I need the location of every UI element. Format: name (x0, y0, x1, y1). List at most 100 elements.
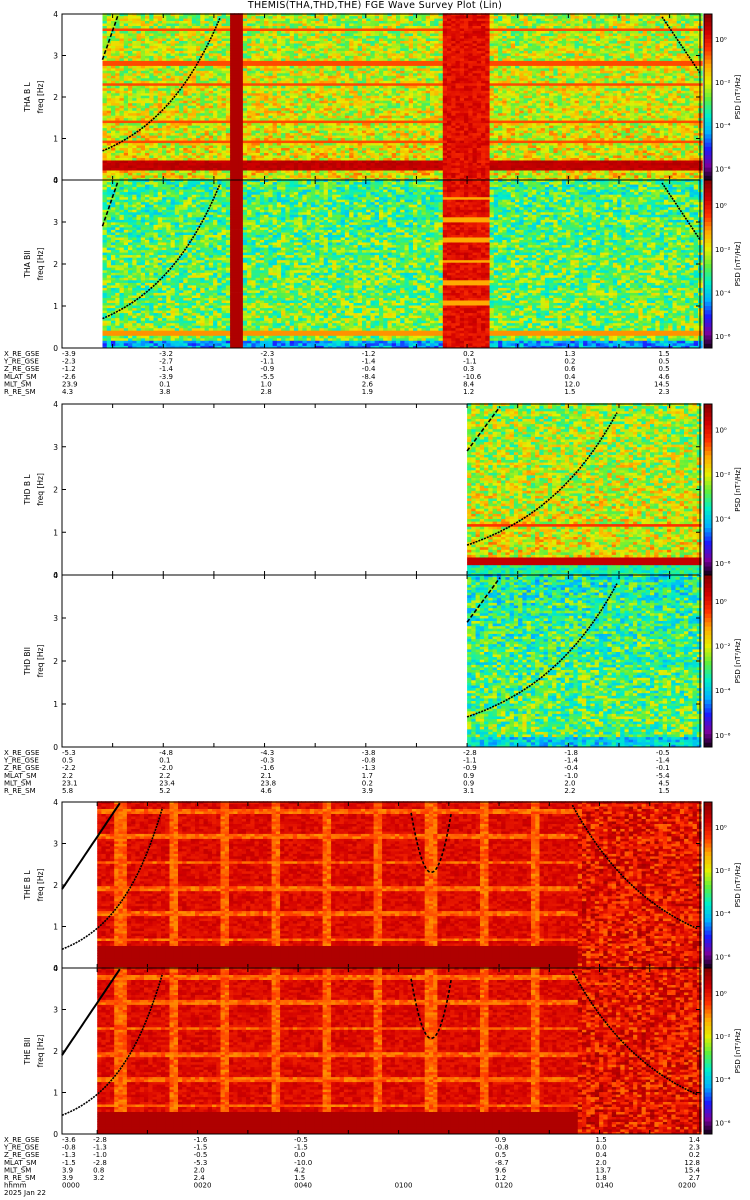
spectrogram-cell (408, 60, 414, 64)
spectrogram-cell (174, 77, 180, 81)
spectrogram-cell (111, 85, 116, 89)
spectrogram-cell (187, 20, 193, 24)
spectrogram-cell (374, 167, 380, 171)
spectrogram-cell (293, 45, 299, 49)
spectrogram-cell (370, 145, 376, 148)
spectrogram-cell (183, 160, 188, 163)
spectrogram-cell (370, 92, 376, 96)
spectrogram-cell (391, 177, 397, 181)
spectrogram-cell (281, 110, 286, 114)
spectrogram-cell (238, 50, 244, 54)
spectrogram-cell (383, 160, 388, 163)
spectrogram-cell (298, 65, 303, 69)
spectrogram-cell (162, 170, 167, 173)
spectrogram-cell (357, 122, 363, 126)
spectrogram-cell (221, 77, 227, 81)
spectrogram-cell (204, 38, 210, 41)
spectrogram-cell (153, 40, 159, 44)
spectrogram-cell (251, 63, 257, 66)
spectrogram-cell (234, 160, 240, 163)
spectrogram-cell (396, 117, 401, 121)
spectrogram-cell (196, 105, 201, 109)
spectrogram-cell (408, 107, 414, 111)
spectrogram-cell (191, 87, 197, 91)
spectrogram-cell (400, 172, 405, 176)
spectrogram-cell (174, 162, 180, 166)
spectrogram-cell (234, 147, 240, 151)
spectrogram-cell (123, 165, 129, 168)
spectrogram-cell (242, 155, 248, 158)
spectrogram-cell (145, 117, 150, 121)
spectrogram-cell (404, 15, 410, 19)
spectrogram-cell (255, 90, 261, 94)
spectrogram-cell (327, 72, 333, 76)
spectrogram-cell (251, 55, 257, 59)
spectrogram-cell (179, 155, 184, 158)
spectrogram-cell (251, 35, 257, 39)
spectrogram-cell (323, 60, 329, 64)
spectrogram-cell (217, 100, 222, 104)
spectrogram-cell (302, 100, 308, 104)
spectrogram-cell (327, 175, 333, 178)
spectrogram-cell (289, 50, 295, 54)
spectrogram-cell (166, 82, 171, 86)
spectrogram-cell (383, 65, 388, 69)
spectrogram-cell (276, 115, 282, 119)
spectrogram-cell (230, 38, 235, 41)
spectrogram-cell (349, 80, 354, 84)
spectrogram-cell (183, 157, 188, 161)
spectrogram-cell (187, 23, 193, 26)
spectrogram-cell (251, 58, 257, 61)
spectrogram-cell (276, 117, 282, 121)
spectrogram-cell (221, 160, 227, 163)
spectrogram-cell (362, 43, 367, 46)
spectrogram-cell (396, 45, 401, 49)
spectrogram-cell (123, 77, 129, 81)
spectrogram-cell (149, 97, 154, 101)
spectrogram-cell (166, 18, 171, 21)
spectrogram-cell (102, 65, 108, 69)
spectrogram-cell (408, 75, 414, 79)
spectrogram-cell (242, 43, 248, 46)
spectrogram-cell (242, 77, 248, 81)
spectrogram-cell (111, 38, 116, 41)
spectrogram-cell (115, 125, 120, 129)
spectrogram-cell (174, 35, 180, 39)
spectrogram-cell (170, 125, 176, 129)
spectrogram-cell (238, 70, 244, 74)
spectrogram-cell (102, 40, 108, 44)
spectrogram-cell (281, 130, 286, 134)
spectrogram-cell (200, 58, 205, 61)
spectrogram-cell (140, 137, 146, 141)
spectrogram-cell (166, 140, 171, 144)
spectrogram-cell (276, 18, 282, 21)
spectrogram-cell (149, 75, 154, 79)
spectrogram-cell (379, 110, 384, 114)
spectrogram-cell (170, 130, 176, 134)
spectrogram-cell (187, 92, 193, 96)
spectrogram-cell (170, 90, 176, 94)
spectrogram-cell (289, 25, 295, 29)
spectrogram-cell (179, 72, 184, 76)
spectrogram-cell (319, 170, 325, 173)
spectrogram-cell (366, 110, 371, 114)
spectrogram-cell (225, 40, 231, 44)
spectrogram-cell (196, 120, 201, 124)
spectrogram-cell (132, 112, 137, 116)
spectrogram-cell (285, 177, 291, 181)
spectrogram-cell (191, 155, 197, 158)
spectrogram-cell (221, 82, 227, 86)
spectrogram-cell (357, 172, 363, 176)
spectrogram-cell (153, 77, 159, 81)
spectrogram-cell (340, 97, 346, 101)
spectrogram-cell (285, 72, 291, 76)
spectrogram-cell (413, 70, 418, 74)
spectrogram-cell (293, 85, 299, 89)
spectrogram-cell (217, 35, 222, 39)
spectrogram-cell (136, 35, 142, 39)
spectrogram-cell (387, 100, 393, 104)
spectrogram-cell (268, 117, 274, 121)
spectrogram-cell (387, 97, 393, 101)
spectrogram-cell (136, 97, 142, 101)
spectrogram-cell (140, 155, 146, 158)
